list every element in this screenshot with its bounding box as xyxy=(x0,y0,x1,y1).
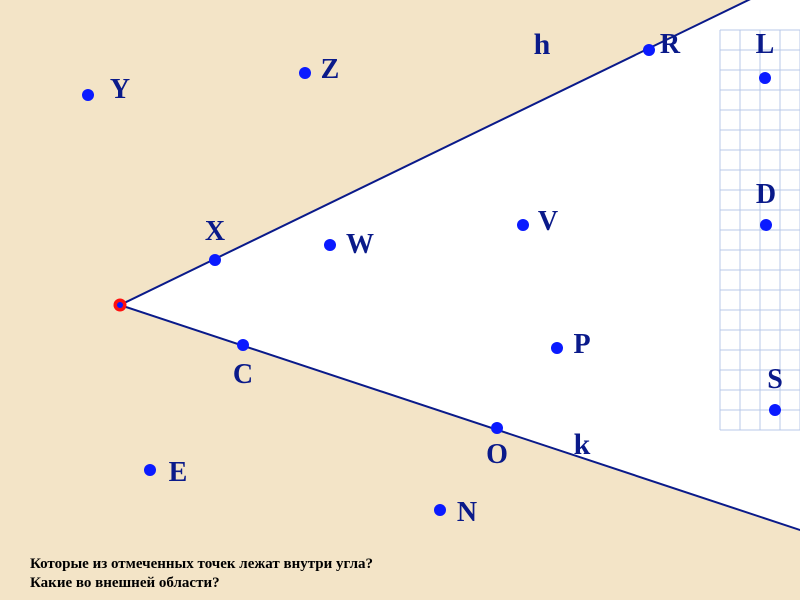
point-label-Z: Z xyxy=(321,54,340,86)
point-label-V: V xyxy=(538,206,558,238)
point-S xyxy=(769,404,781,416)
point-X xyxy=(209,254,221,266)
grid xyxy=(720,30,800,430)
point-Z xyxy=(299,67,311,79)
vertex-marker-inner xyxy=(117,302,123,308)
question-line: Какие во внешней области? xyxy=(30,574,373,593)
point-label-N: N xyxy=(457,497,477,529)
point-N xyxy=(434,504,446,516)
point-Y xyxy=(82,89,94,101)
point-R xyxy=(643,44,655,56)
point-label-W: W xyxy=(346,229,374,261)
point-W xyxy=(324,239,336,251)
point-V xyxy=(517,219,529,231)
point-D xyxy=(760,219,772,231)
point-label-D: D xyxy=(756,179,776,211)
point-C xyxy=(237,339,249,351)
point-label-C: C xyxy=(233,359,253,391)
point-O xyxy=(491,422,503,434)
point-P xyxy=(551,342,563,354)
point-label-O: O xyxy=(486,439,508,471)
point-label-L: L xyxy=(756,29,775,61)
point-L xyxy=(759,72,771,84)
point-E xyxy=(144,464,156,476)
question-line: Которые из отмеченных точек лежат внутри… xyxy=(30,555,373,574)
ray-label-h: h xyxy=(534,28,551,62)
point-label-E: E xyxy=(169,457,188,489)
point-label-P: P xyxy=(573,329,590,361)
question-text: Которые из отмеченных точек лежат внутри… xyxy=(30,555,373,593)
ray-label-k: k xyxy=(574,428,591,462)
point-label-R: R xyxy=(660,29,680,61)
point-label-X: X xyxy=(205,216,225,248)
geometry-diagram: Y Z R L D X W V C P S O E Nh k Которые из отмеченных т… xyxy=(0,0,800,600)
point-label-Y: Y xyxy=(110,74,130,106)
point-label-S: S xyxy=(767,364,783,396)
